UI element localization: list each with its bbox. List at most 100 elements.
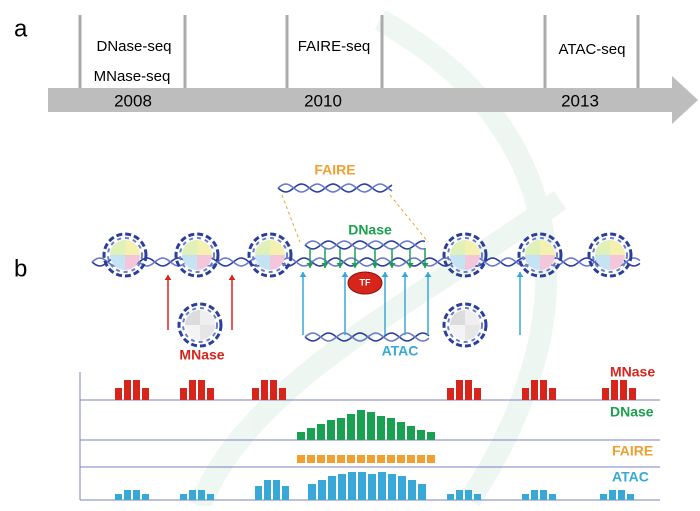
track-bar [417,430,425,440]
histone [610,255,625,270]
track-bar [427,432,435,440]
track-bar [408,480,416,500]
method: MNase-seq [94,68,171,85]
track-bar [307,455,315,463]
track-bar [338,474,346,500]
track-bar [133,380,140,400]
histone [610,240,625,255]
histone [450,240,465,255]
track-bar [347,455,355,463]
track-bar [602,388,609,400]
arrow-head [164,275,172,280]
tracks [79,372,660,501]
track-bar [456,490,463,500]
histone [465,310,480,325]
track-bar [317,424,325,440]
track-bar [207,388,214,400]
track-bar [327,455,335,463]
track-bar [456,380,463,400]
arrow-head [228,275,236,280]
arrow-head [381,272,389,277]
dna-wrap [517,232,563,278]
arrow-head [406,263,414,268]
arrows [164,248,524,335]
tf-label: TF [360,277,371,287]
track-bar [255,486,262,500]
track-bar [427,455,435,463]
dna-wrap [447,307,483,343]
track-bar [337,455,345,463]
histone [255,240,270,255]
track-bar [600,494,607,500]
track-bar [142,494,149,500]
track-label: DNase [610,404,654,420]
track-bar [474,494,481,500]
track-bar [347,414,355,440]
timeline-arrow [48,76,698,124]
histone [197,240,212,255]
track-bar [318,480,326,500]
track-bar [357,410,365,440]
histone [125,240,140,255]
track-bar [264,480,271,500]
track-bar [124,380,131,400]
track-bar [115,494,122,500]
track-bar [368,474,376,500]
fragment-label: MNase [179,347,224,363]
track-bar [629,388,636,400]
dna-wrap [447,237,483,273]
histone [450,325,465,340]
year: 2008 [114,91,152,110]
strand [304,240,426,250]
track-bar [377,455,385,463]
track-bar [367,412,375,440]
track-bar [282,486,289,500]
dna-wrap [107,237,143,273]
track-bar [618,490,625,500]
dna-wrap [592,237,628,273]
track-bar [198,380,205,400]
track-bar [540,490,547,500]
track-bar [297,455,305,463]
panel-label: b [14,255,27,282]
track-bar [348,472,356,500]
track-bar [357,455,365,463]
track-bar [327,420,335,440]
dna-wrap [177,302,223,348]
track-bar [358,472,366,500]
dna-wrap [182,307,218,343]
track-bar [198,490,205,500]
histone [465,325,480,340]
arrow-head [371,263,379,268]
method: ATAC-seq [559,41,626,58]
track-bar [261,380,268,400]
track-bar [378,472,386,500]
arrow-head [321,263,329,268]
track-bar [207,494,214,500]
arrow-head [336,263,344,268]
track-bar [337,418,345,440]
track-bar [620,380,627,400]
dna-wrap [102,232,148,278]
histone [255,255,270,270]
track-bar [273,480,280,500]
track-bar [465,490,472,500]
track-label: FAIRE [612,443,653,459]
histone [450,310,465,325]
track-bar [397,455,405,463]
histone [270,240,285,255]
histone [450,255,465,270]
track-bar [189,380,196,400]
dna-wrap [174,232,220,278]
histone [185,325,200,340]
fragment-label: FAIRE [314,162,355,178]
strand [277,183,393,193]
track-bar [279,388,286,400]
histone [540,255,555,270]
track-bar [407,426,415,440]
track-bar [465,380,472,400]
track-bar [328,476,336,500]
faire-guides [281,194,429,243]
histone [197,255,212,270]
